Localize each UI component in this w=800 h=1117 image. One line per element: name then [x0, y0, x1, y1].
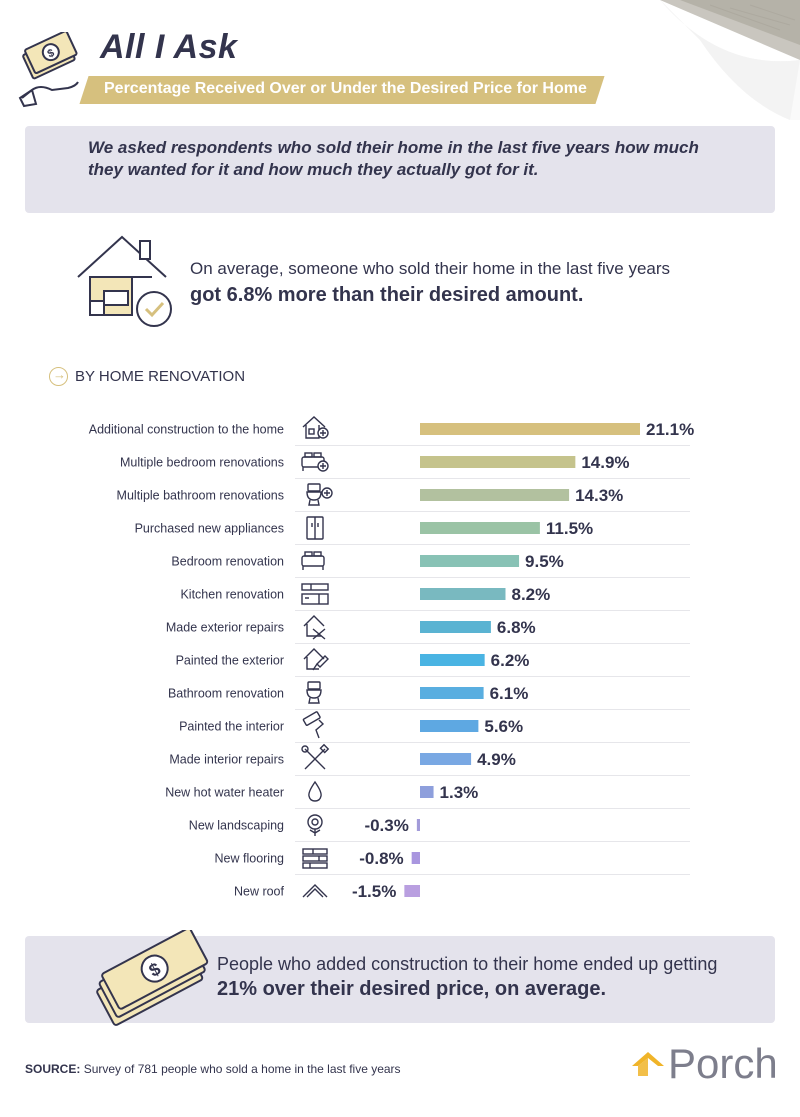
- intro-text: We asked respondents who sold their home…: [88, 138, 699, 179]
- value-label: 8.2%: [511, 585, 550, 604]
- value-label: 5.6%: [484, 717, 523, 736]
- page-subtitle: Percentage Received Over or Under the De…: [104, 80, 587, 97]
- bar: [420, 456, 576, 468]
- value-label: 6.2%: [491, 651, 530, 670]
- money-stack-icon: $: [96, 930, 209, 1026]
- toilet-plus-icon: [306, 483, 333, 506]
- house-brush-icon: [303, 648, 329, 671]
- bar: [416, 819, 420, 831]
- category-label: Bathroom renovation: [168, 687, 284, 701]
- category-label: Purchased new appliances: [135, 522, 284, 536]
- category-label: Kitchen renovation: [180, 588, 284, 602]
- value-label: 14.3%: [575, 486, 623, 505]
- bar: [420, 786, 434, 798]
- bar: [420, 423, 640, 435]
- flooring-icon: [302, 848, 328, 869]
- roof-icon: [302, 884, 328, 898]
- category-label: Painted the interior: [179, 720, 284, 734]
- bottom-line-2: 21% over their desired price, on average…: [217, 978, 607, 1000]
- value-label: 14.9%: [581, 453, 629, 472]
- intro-box: We asked respondents who sold their home…: [25, 126, 775, 213]
- bar: [420, 654, 485, 666]
- bar: [420, 522, 540, 534]
- bar: [404, 885, 420, 897]
- page-title: All I Ask: [100, 28, 238, 66]
- kitchen-icon: [301, 583, 329, 605]
- porch-logo: Porch: [632, 1040, 778, 1088]
- bottom-line-1: People who added construction to their h…: [217, 954, 718, 974]
- category-label: New roof: [234, 885, 285, 899]
- category-label: Additional construction to the home: [89, 423, 284, 437]
- value-label: 6.8%: [497, 618, 536, 637]
- porch-logo-mark: [632, 1052, 664, 1076]
- bar: [420, 588, 506, 600]
- bar: [420, 489, 570, 501]
- average-line-1: On average, someone who sold their home …: [190, 259, 671, 278]
- bar: [420, 687, 484, 699]
- house-plus-icon: [302, 416, 329, 439]
- porch-logo-text: Porch: [668, 1040, 778, 1087]
- money-hand-icon: $: [18, 32, 79, 108]
- subtitle-banner: Percentage Received Over or Under the De…: [79, 76, 605, 104]
- category-label: New flooring: [215, 852, 285, 866]
- category-label: Multiple bedroom renovations: [120, 456, 284, 470]
- category-label: Multiple bathroom renovations: [117, 489, 284, 503]
- value-label: 9.5%: [525, 552, 564, 571]
- water-drop-icon: [308, 780, 322, 802]
- category-label: Made exterior repairs: [166, 621, 284, 635]
- category-label: Made interior repairs: [169, 753, 284, 767]
- value-label: 6.1%: [490, 684, 529, 703]
- bar: [411, 852, 420, 864]
- arrow-circle-icon: →: [49, 367, 68, 386]
- bar: [420, 555, 520, 567]
- source-label: SOURCE:: [25, 1062, 81, 1076]
- category-label: New hot water heater: [165, 786, 284, 800]
- toilet-icon: [306, 681, 322, 704]
- tools-icon: [301, 743, 330, 770]
- bar: [420, 753, 472, 765]
- bar: [420, 720, 479, 732]
- section-label: BY HOME RENOVATION: [75, 368, 246, 385]
- svg-text:$: $: [46, 47, 57, 60]
- value-label: 4.9%: [477, 750, 516, 769]
- value-label: 21.1%: [646, 420, 694, 439]
- source-text: Survey of 781 people who sold a home in …: [83, 1062, 401, 1076]
- bed-plus-icon: [301, 452, 329, 472]
- source-note: SOURCE: Survey of 781 people who sold a …: [25, 1062, 401, 1076]
- category-label: New landscaping: [189, 819, 284, 833]
- paint-roller-icon: [302, 711, 325, 739]
- value-label: 1.3%: [440, 783, 479, 802]
- bed-icon: [301, 551, 325, 570]
- category-label: Painted the exterior: [176, 654, 284, 668]
- renovation-bar-chart: Additional construction to the home 21.1%…: [89, 416, 694, 901]
- value-label: -0.8%: [359, 849, 403, 868]
- bottom-callout-box: $ People who added construction to their…: [25, 930, 775, 1026]
- fridge-icon: [306, 516, 324, 540]
- value-label: 11.5%: [546, 519, 593, 538]
- house-check-icon: [77, 235, 172, 327]
- value-label: -0.3%: [364, 816, 408, 835]
- flower-icon: [307, 814, 323, 836]
- bar: [420, 621, 491, 633]
- value-label: -1.5%: [352, 882, 396, 901]
- average-line-2: got 6.8% more than their desired amount.: [190, 284, 584, 306]
- money-corner-decoration: [660, 0, 800, 120]
- house-tools-icon: [303, 615, 326, 640]
- category-label: Bedroom renovation: [171, 555, 284, 569]
